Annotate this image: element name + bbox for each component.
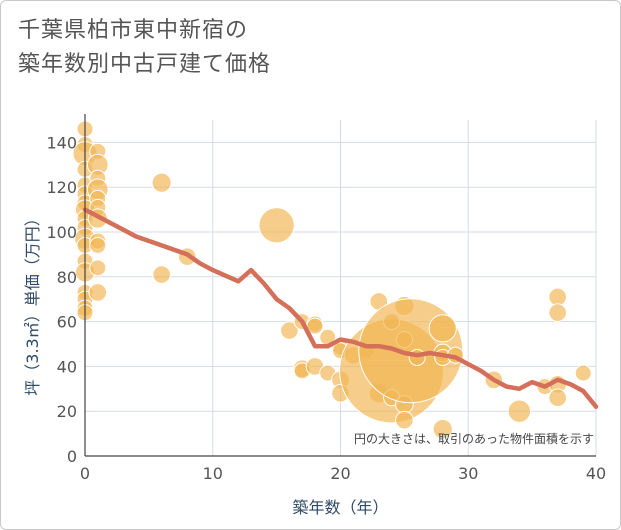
y-tick-label: 80 [57, 268, 77, 287]
y-tick-label: 100 [46, 223, 77, 242]
data-bubble [88, 283, 108, 302]
data-bubble [507, 399, 532, 423]
data-bubble [89, 259, 107, 277]
y-axis-label: 坪（3.3㎡）単価（万円） [23, 210, 42, 395]
x-tick-label: 30 [458, 464, 478, 483]
size-note: 円の大きさは、取引のあった物件面積を示す [354, 431, 594, 446]
y-tick-label: 0 [67, 447, 77, 466]
chart-title-line1: 千葉県柏市東中新宿の [18, 18, 249, 43]
y-tick-label: 40 [57, 357, 77, 376]
data-bubble [428, 314, 457, 343]
x-tick-label: 20 [330, 464, 350, 483]
y-tick-label: 140 [46, 133, 77, 152]
data-bubble [89, 236, 107, 254]
trend-line [82, 207, 599, 409]
x-tick-label: 10 [203, 464, 223, 483]
data-bubble [151, 172, 172, 193]
data-bubble [548, 388, 567, 408]
x-tick-label: 0 [80, 464, 90, 483]
y-tick-label: 20 [57, 402, 77, 421]
bubble-layer [72, 120, 592, 440]
data-bubble [548, 287, 567, 307]
axes: 0 20 40 60 80 100 120 140 0 10 20 30 40 [46, 114, 606, 483]
data-bubble [574, 364, 592, 382]
data-bubble [152, 265, 171, 284]
x-axis-label: 築年数（年） [292, 498, 388, 517]
data-bubble [395, 410, 414, 430]
trend-line-layer [82, 207, 599, 409]
data-bubble [258, 207, 295, 244]
data-bubble [280, 321, 299, 340]
x-tick-label: 40 [586, 464, 606, 483]
data-bubble [432, 419, 453, 440]
chart-title: 千葉県柏市東中新宿の 築年数別中古戸建て価格 [18, 14, 271, 82]
y-tick-label: 60 [57, 313, 77, 332]
chart-title-line2: 築年数別中古戸建て価格 [18, 52, 272, 77]
data-bubble [548, 303, 567, 322]
y-tick-label: 120 [46, 178, 77, 197]
